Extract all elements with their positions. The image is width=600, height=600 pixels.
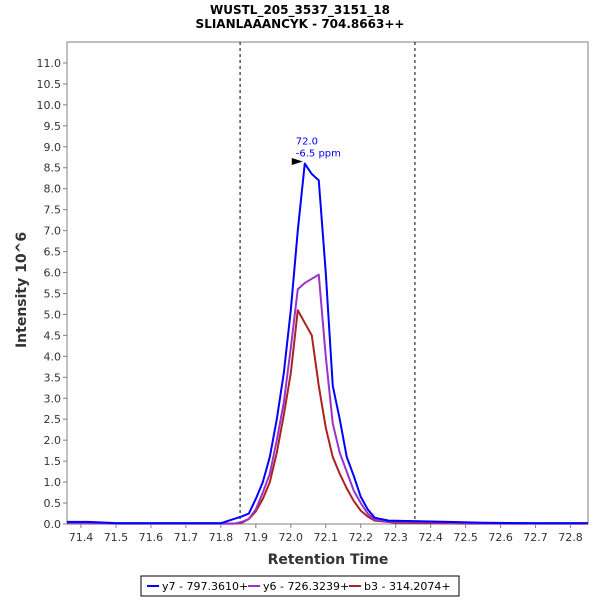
- chart-title: WUSTL_205_3537_3151_18: [210, 3, 390, 18]
- x-tick-label: 72.5: [453, 531, 478, 544]
- peak-boundaries: [239, 42, 416, 524]
- y-tick-label: 0.0: [44, 518, 62, 531]
- y-tick-label: 6.5: [44, 246, 62, 259]
- y-axis: 0.0 0.5 1.0 1.5 2.0 2.5 3.0 3.5 4.0 4.5 5.0 5.5 6.0 6…: [37, 57, 67, 531]
- legend-label: y6 - 726.3239+: [263, 580, 349, 593]
- x-tick-label: 72.3: [383, 531, 408, 544]
- y-tick-label: 8.0: [44, 183, 62, 196]
- series-line: [67, 162, 588, 525]
- x-tick-label: 72.6: [488, 531, 513, 544]
- plot-border: [66, 41, 589, 525]
- y-tick-label: 9.5: [44, 120, 62, 133]
- y-tick-label: 1.0: [44, 476, 62, 489]
- peak-annotation-rt: 72.0: [296, 136, 318, 147]
- y-tick-label: 3.0: [44, 392, 62, 405]
- y-tick-label: 8.5: [44, 162, 62, 175]
- legend-label: y7 - 797.3610+: [162, 580, 248, 593]
- x-tick-label: 71.8: [209, 531, 234, 544]
- y-tick-label: 7.0: [44, 225, 62, 238]
- x-axis-label: Retention Time: [268, 552, 389, 568]
- peak-annotation-ppm: -6.5 ppm: [296, 148, 341, 159]
- y-tick-label: 1.5: [44, 455, 62, 468]
- y-tick-label: 2.0: [44, 434, 62, 447]
- series-lines: [66, 162, 588, 525]
- legend-box: [140, 575, 460, 597]
- x-tick-label: 71.9: [244, 531, 269, 544]
- x-tick-label: 71.5: [104, 531, 129, 544]
- y-tick-label: 10.0: [37, 99, 62, 112]
- y-tick-label: 5.0: [44, 308, 62, 321]
- x-tick-label: 72.7: [523, 531, 548, 544]
- x-tick-label: 72.4: [418, 531, 443, 544]
- legend: y7 - 797.3610+ y6 - 726.3239+ b3 - 314.207…: [140, 575, 460, 597]
- y-tick-label: 10.5: [37, 78, 62, 91]
- y-axis-label: Intensity 10^6: [14, 232, 30, 348]
- x-tick-label: 72.1: [314, 531, 339, 544]
- x-tick-label: 72.8: [558, 531, 583, 544]
- y-tick-label: 5.5: [44, 287, 62, 300]
- y-tick-label: 3.5: [44, 371, 62, 384]
- x-tick-label: 72.0: [279, 531, 304, 544]
- y-tick-label: 9.0: [44, 141, 62, 154]
- y-tick-label: 6.0: [44, 267, 62, 280]
- x-tick-label: 71.6: [139, 531, 164, 544]
- peak-arrow-icon: [291, 157, 303, 165]
- x-tick-label: 71.7: [174, 531, 199, 544]
- plot-area: [66, 41, 589, 525]
- y-tick-label: 4.5: [44, 329, 62, 342]
- series-line: [66, 273, 588, 525]
- chart-subtitle: SLIANLAAANCYK - 704.8663++: [196, 17, 405, 31]
- y-tick-label: 0.5: [44, 497, 62, 510]
- x-tick-label: 71.4: [69, 531, 94, 544]
- legend-label: b3 - 314.2074+: [364, 580, 451, 593]
- y-tick-label: 4.0: [44, 350, 62, 363]
- y-tick-label: 2.5: [44, 413, 62, 426]
- peak-annotation: 72.0 -6.5 ppm: [291, 136, 341, 165]
- y-tick-label: 7.5: [44, 204, 62, 217]
- x-tick-label: 72.2: [348, 531, 373, 544]
- y-tick-label: 11.0: [37, 57, 62, 70]
- x-axis: 71.4 71.5 71.6 71.7 71.8 71.9 72.0 72.1 72.2 72.3…: [69, 524, 583, 544]
